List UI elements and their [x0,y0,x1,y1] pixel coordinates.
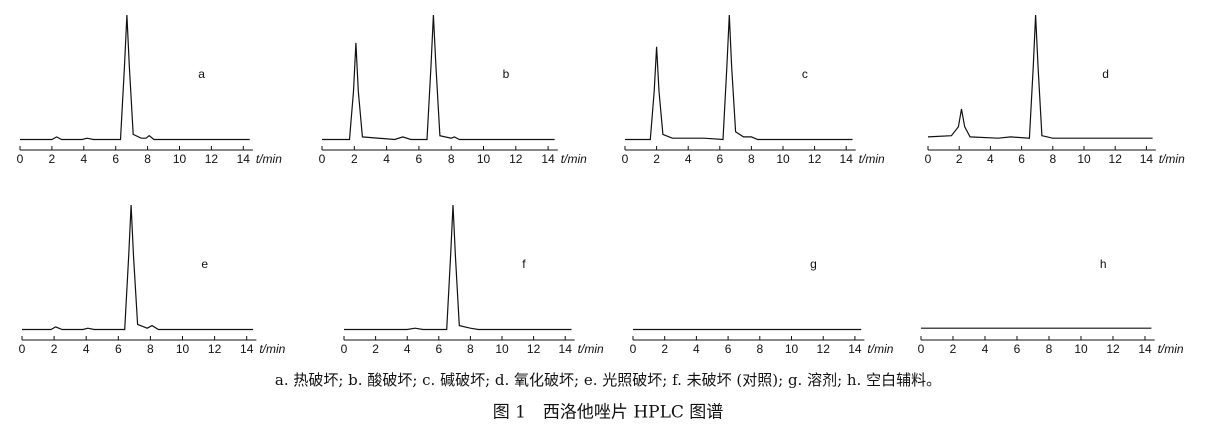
x-tick-label: 8 [448,152,455,166]
panel-label: f [522,257,526,271]
x-tick-label: 4 [83,342,90,356]
x-tick-label: 2 [49,152,56,166]
x-axis-label: t/min [1159,152,1185,166]
panel-label: g [810,257,817,271]
x-tick-label: 14 [848,342,862,356]
x-tick-label: 12 [208,342,222,356]
x-tick-label: 4 [685,152,692,166]
x-tick-label: 4 [982,342,989,356]
chromatogram [22,205,254,331]
x-tick-label: 0 [925,152,932,166]
x-tick-label: 10 [1077,152,1091,166]
chromatogram [927,15,1153,139]
x-tick-label: 14 [541,152,555,166]
panel-label: b [503,67,510,81]
x-tick-label: 6 [435,342,442,356]
x-tick-label: 4 [987,152,994,166]
x-tick-label: 0 [341,342,348,356]
x-tick-label: 8 [144,152,151,166]
x-tick-label: 12 [1106,342,1120,356]
x-tick-label: 6 [1018,152,1025,166]
x-axis-label: t/min [1158,342,1184,356]
x-tick-label: 2 [950,342,957,356]
x-tick-label: 6 [1014,342,1021,356]
x-tick-label: 14 [1140,152,1154,166]
x-tick-label: 2 [956,152,963,166]
chromatogram [20,15,250,141]
x-axis-label: t/min [561,152,587,166]
x-tick-label: 0 [19,342,26,356]
x-tick-label: 12 [1109,152,1123,166]
x-tick-label: 8 [467,342,474,356]
x-tick-label: 14 [1138,342,1152,356]
x-axis-label: t/min [578,342,604,356]
x-tick-label: 8 [756,342,763,356]
x-tick-label: 14 [559,342,573,356]
x-tick-label: 2 [51,342,58,356]
x-tick-label: 0 [630,342,637,356]
x-tick-label: 6 [725,342,732,356]
x-tick-label: 10 [1074,342,1088,356]
x-tick-label: 10 [477,152,491,166]
x-tick-label: 8 [1046,342,1053,356]
x-axis-label: t/min [259,342,285,356]
figure-title: 图 1 西洛他唑片 HPLC 图谱 [493,403,724,423]
panel-label: h [1100,257,1107,271]
x-tick-label: 4 [383,152,390,166]
x-tick-label: 6 [716,152,723,166]
x-tick-label: 10 [176,342,190,356]
x-tick-label: 10 [785,342,799,356]
panel-label: c [802,67,808,81]
x-tick-label: 4 [693,342,700,356]
x-tick-label: 0 [17,152,24,166]
x-tick-label: 2 [653,152,660,166]
x-tick-label: 12 [205,152,219,166]
x-tick-label: 4 [80,152,87,166]
x-tick-label: 0 [319,152,326,166]
x-tick-label: 8 [1049,152,1056,166]
x-axis-label: t/min [256,152,282,166]
x-tick-label: 10 [495,342,509,356]
chromatogram [322,15,555,141]
x-tick-label: 2 [351,152,358,166]
x-tick-label: 12 [509,152,523,166]
x-tick-label: 10 [776,152,790,166]
x-tick-label: 12 [817,342,831,356]
x-tick-label: 6 [112,152,119,166]
x-tick-label: 8 [147,342,154,356]
x-tick-label: 10 [173,152,187,166]
x-tick-label: 0 [918,342,925,356]
caption: a. 热破坏; b. 酸破坏; c. 碱破坏; d. 氧化破坏; e. 光照破坏… [275,371,941,389]
panel-label: a [198,67,205,81]
x-tick-label: 2 [661,342,668,356]
x-tick-label: 6 [115,342,122,356]
chromatogram [344,205,572,331]
panel-label: d [1102,67,1109,81]
panel-label: e [201,257,208,271]
x-tick-label: 14 [840,152,854,166]
x-tick-label: 14 [240,342,254,356]
x-tick-label: 6 [416,152,423,166]
x-tick-label: 8 [748,152,755,166]
x-axis-label: t/min [867,342,893,356]
chromatogram [625,15,853,141]
x-tick-label: 12 [808,152,822,166]
x-tick-label: 0 [622,152,629,166]
x-axis-label: t/min [859,152,885,166]
x-tick-label: 14 [237,152,251,166]
x-tick-label: 12 [527,342,541,356]
x-tick-label: 2 [372,342,379,356]
x-tick-label: 4 [404,342,411,356]
